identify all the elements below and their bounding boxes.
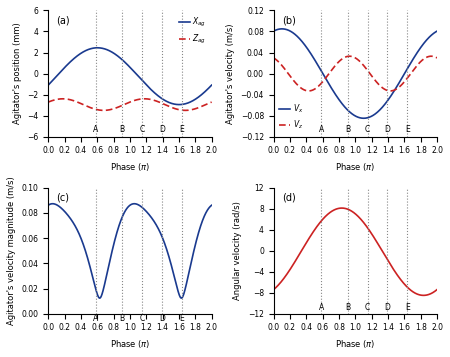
Text: B: B <box>345 303 350 312</box>
Text: C: C <box>140 125 145 134</box>
$V_z$ <box>306 89 311 93</box>
Text: (a): (a) <box>56 15 70 25</box>
$V_x$ <box>279 27 285 31</box>
$V_z$ <box>346 54 351 58</box>
$V_x$ <box>430 32 435 36</box>
$X_{ag}$ <box>121 59 126 63</box>
Y-axis label: Angular velocity (rad/s): Angular velocity (rad/s) <box>234 201 243 300</box>
Y-axis label: Agitator's velocity magnitude (m/s): Agitator's velocity magnitude (m/s) <box>7 176 16 325</box>
Text: C: C <box>365 303 370 312</box>
$X_{ag}$ <box>204 87 210 92</box>
Line: $X_{ag}$: $X_{ag}$ <box>48 48 212 105</box>
$V_x$ <box>346 109 351 113</box>
Text: C: C <box>140 313 145 323</box>
$V_x$ <box>279 27 285 31</box>
Text: B: B <box>120 125 125 134</box>
$Z_{ag}$ <box>142 97 147 101</box>
$V_z$ <box>430 54 435 59</box>
Text: E: E <box>180 125 184 134</box>
Text: A: A <box>93 125 98 134</box>
Legend: $V_x$, $V_z$: $V_x$, $V_z$ <box>278 101 305 133</box>
Text: C: C <box>365 125 370 134</box>
Text: A: A <box>93 313 98 323</box>
$V_x$ <box>430 32 435 36</box>
$V_x$ <box>271 29 276 33</box>
$Z_{ag}$ <box>101 108 106 112</box>
$X_{ag}$ <box>54 74 59 78</box>
$V_x$ <box>400 75 405 79</box>
Y-axis label: Agitator's velocity (m/s): Agitator's velocity (m/s) <box>226 23 235 124</box>
$Z_{ag}$ <box>174 107 180 111</box>
Legend: $X_{ag}$, $Z_{ag}$: $X_{ag}$, $Z_{ag}$ <box>177 14 208 47</box>
$Z_{ag}$ <box>209 100 214 104</box>
Text: B: B <box>345 125 350 134</box>
Text: A: A <box>319 125 324 134</box>
$Z_{ag}$ <box>121 103 126 107</box>
$V_z$ <box>351 55 356 59</box>
$V_z$ <box>434 56 440 60</box>
$V_z$ <box>279 64 285 68</box>
$Z_{ag}$ <box>125 101 130 105</box>
Text: E: E <box>180 313 184 323</box>
$X_{ag}$ <box>174 102 180 107</box>
Text: A: A <box>319 303 324 312</box>
Text: (c): (c) <box>56 193 69 203</box>
X-axis label: Phase ($\pi$): Phase ($\pi$) <box>110 338 150 350</box>
Line: $Z_{ag}$: $Z_{ag}$ <box>48 99 212 110</box>
$V_z$ <box>430 54 435 59</box>
$X_{ag}$ <box>176 102 182 107</box>
Text: D: D <box>384 125 391 134</box>
$Z_{ag}$ <box>54 97 59 102</box>
X-axis label: Phase ($\pi$): Phase ($\pi$) <box>335 161 376 173</box>
Y-axis label: Agitator's position (mm): Agitator's position (mm) <box>13 23 22 125</box>
$X_{ag}$ <box>95 46 100 50</box>
Text: D: D <box>384 303 391 312</box>
Text: D: D <box>159 313 165 323</box>
$V_x$ <box>361 116 366 120</box>
$X_{ag}$ <box>204 87 210 92</box>
Text: D: D <box>159 125 165 134</box>
$X_{ag}$ <box>45 83 51 87</box>
$V_x$ <box>434 29 440 33</box>
$V_z$ <box>400 82 405 86</box>
Line: $V_x$: $V_x$ <box>274 29 437 118</box>
Text: E: E <box>405 125 410 134</box>
$Z_{ag}$ <box>204 102 210 106</box>
X-axis label: Phase ($\pi$): Phase ($\pi$) <box>110 161 150 173</box>
X-axis label: Phase ($\pi$): Phase ($\pi$) <box>335 338 376 350</box>
Text: B: B <box>120 313 125 323</box>
$V_z$ <box>347 54 352 58</box>
Text: (d): (d) <box>282 193 296 203</box>
Line: $V_z$: $V_z$ <box>274 56 437 91</box>
$Z_{ag}$ <box>45 100 51 104</box>
Text: E: E <box>405 303 410 312</box>
$Z_{ag}$ <box>204 102 210 106</box>
$V_x$ <box>351 112 356 117</box>
$V_z$ <box>271 56 276 60</box>
$X_{ag}$ <box>125 63 130 67</box>
$X_{ag}$ <box>209 83 214 87</box>
Text: (b): (b) <box>282 15 296 25</box>
